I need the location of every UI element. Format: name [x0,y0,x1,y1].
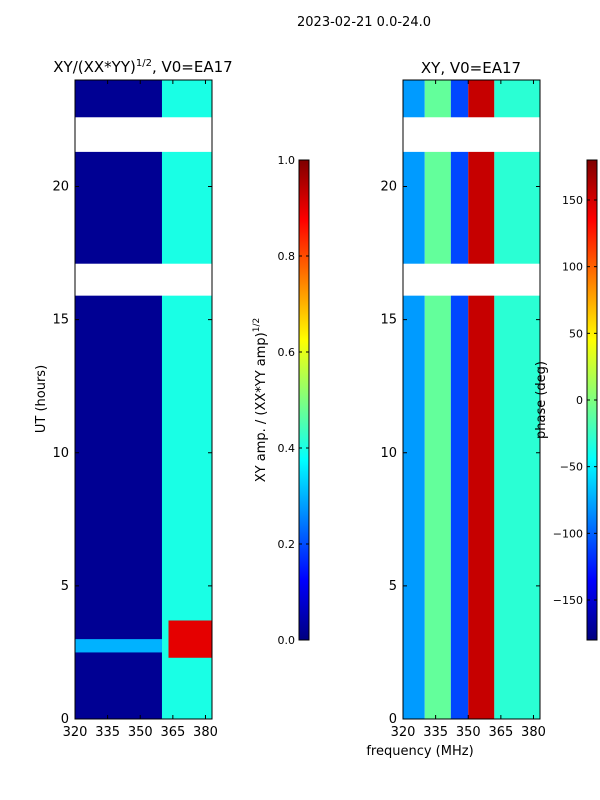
phase-y-tick-label: 15 [380,313,397,328]
amplitude-hot-spot-1 [75,639,162,653]
phase-axes-frame [402,79,541,720]
phase-colorbar-tick-label: −150 [553,594,583,607]
phase-colorbar: 150 100 50 0 −50 −100 −150 phase (deg) [534,159,598,641]
amplitude-flagged-range-0 [75,117,212,152]
amplitude-y-label: UT (hours) [34,365,49,433]
phase-x-tick-label: 380 [521,725,546,740]
phase-x-tick-label: 350 [456,725,481,740]
amplitude-flagged-range-1 [75,263,212,296]
amplitude-x-tick-label: 320 [63,725,88,740]
amplitude-x-tick-label: 380 [193,725,218,740]
amplitude-hot-spot-0 [168,620,212,658]
amplitude-colorbar-tick-label: 0.2 [278,538,296,551]
amplitude-panel: XY/(XX*YY)1/2, V0=EA17 320 335 350 365 380 0… [34,58,233,740]
amplitude-colorbar-ticks: 0.0 0.2 0.4 0.6 0.8 1.0 [278,154,309,647]
amplitude-x-tick-label: 335 [95,725,120,740]
phase-colorbar-tick-label: 50 [569,327,583,340]
amplitude-colorbar-tick-label: 0.0 [278,634,296,647]
phase-y-tick-label: 5 [389,579,397,594]
phase-colorbar-tick-label: −50 [560,461,583,474]
phase-y-tick-label: 10 [380,446,397,461]
amplitude-x-tick-label: 365 [160,725,185,740]
amplitude-y-tick-label: 0 [61,712,69,727]
phase-flagged-rows [403,117,540,296]
phase-colorbar-tick-label: 100 [562,261,583,274]
phase-colorbar-tick-label: 0 [576,394,583,407]
amplitude-colorbar-tick-label: 1.0 [278,154,296,167]
amplitude-panel-title: XY/(XX*YY)1/2, V0=EA17 [53,58,232,76]
phase-band-4 [494,80,540,719]
phase-colorbar-tick-label: −100 [553,527,583,540]
amplitude-band-0 [75,80,162,719]
amplitude-colorbar-tick-label: 0.6 [278,346,296,359]
amplitude-colorbar: 0.0 0.2 0.4 0.6 0.8 1.0 XY amp. / (XX*YY amp)… [252,154,310,647]
phase-panel-title: XY, V0=EA17 [421,59,521,77]
amplitude-y-tick-label: 10 [52,446,69,461]
phase-band-3 [468,80,495,719]
phase-flagged-range-1 [403,263,540,296]
phase-band-2 [450,80,469,719]
phase-panel: XY, V0=EA17 320 335 350 365 380 0 5 10 15 20 [380,59,545,740]
amplitude-flagged-rows [75,117,212,296]
amplitude-y-tick-label: 5 [61,579,69,594]
amplitude-band-1 [161,80,212,719]
amplitude-y-axis: 0 5 10 15 20 [52,180,212,727]
phase-colorbar-ticks: 150 100 50 0 −50 −100 −150 [553,194,597,607]
amplitude-y-tick-label: 20 [52,180,69,195]
phase-y-tick-label: 0 [389,712,397,727]
amplitude-colorbar-tick-label: 0.8 [278,250,296,263]
phase-x-tick-label: 365 [488,725,513,740]
phase-colorbar-tick-label: 150 [562,194,583,207]
phase-x-tick-label: 320 [391,725,416,740]
phase-x-axis: 320 335 350 365 380 [391,80,546,740]
phase-x-tick-label: 335 [423,725,448,740]
amplitude-colorbar-tick-label: 0.4 [278,442,296,455]
amplitude-colorbar-label: XY amp. / (XX*YY amp)1/2 [252,318,269,482]
amplitude-heatmap [75,80,212,719]
amplitude-colorbar-bar [298,159,310,641]
phase-heatmap [403,80,540,719]
amplitude-y-tick-label: 15 [52,313,69,328]
amplitude-x-tick-label: 350 [128,725,153,740]
phase-band-1 [424,80,451,719]
amplitude-x-axis: 320 335 350 365 380 [63,80,218,740]
phase-y-tick-label: 20 [380,180,397,195]
shared-x-label: frequency (MHz) [366,744,473,759]
phase-y-axis: 0 5 10 15 20 [380,180,540,727]
figure-suptitle: 2023-02-21 0.0-24.0 [297,15,431,30]
phase-band-0 [403,80,425,719]
phase-flagged-range-0 [403,117,540,152]
amplitude-axes-frame [74,79,213,720]
phase-y-label: phase (deg) [534,361,549,439]
